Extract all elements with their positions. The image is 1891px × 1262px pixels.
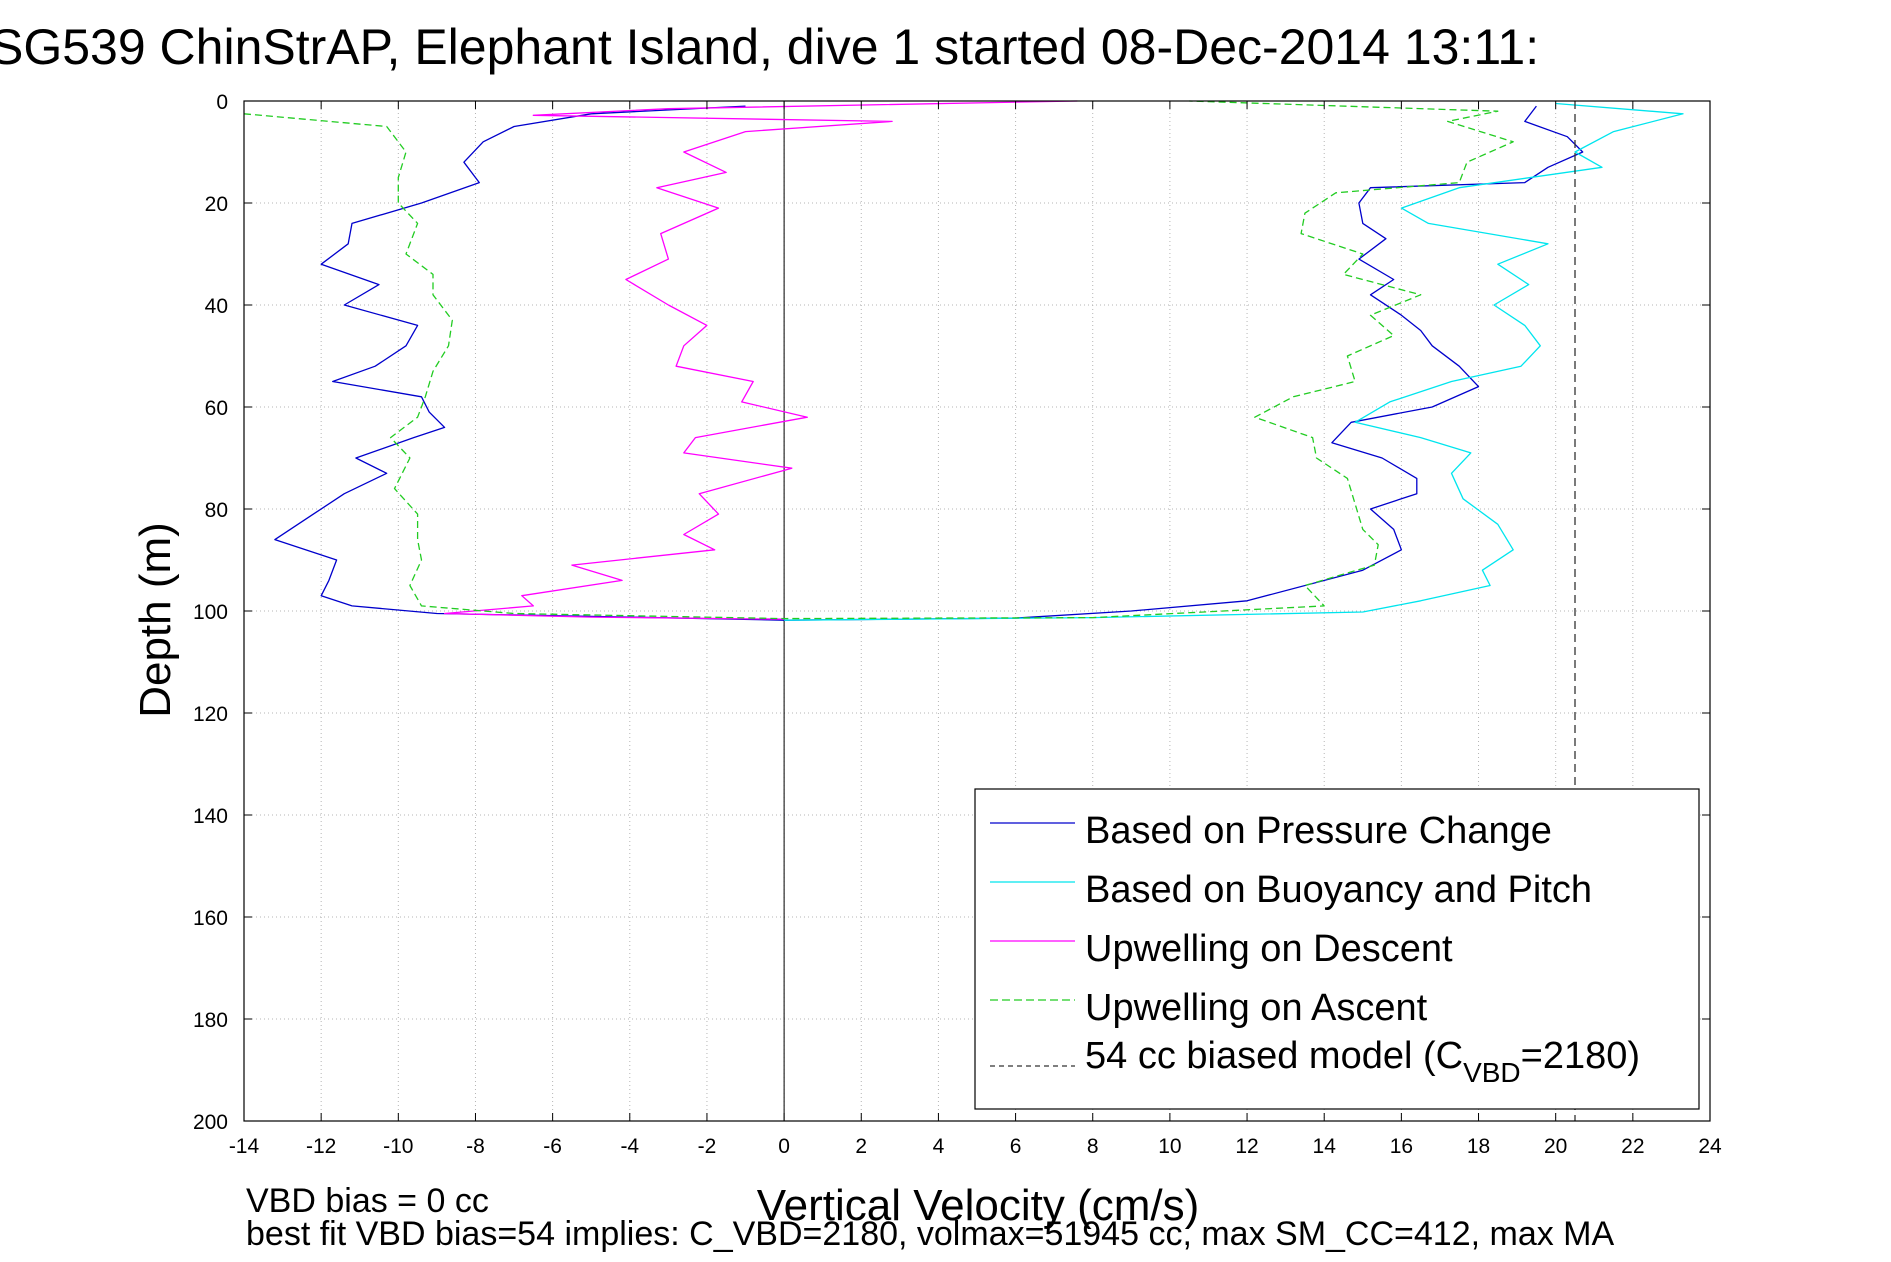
x-tick-label: -14 (229, 1135, 260, 1158)
series-group (243, 100, 1684, 1121)
legend-label-pressure: Based on Pressure Change (1085, 810, 1552, 852)
y-tick-label: 0 (216, 91, 228, 114)
x-tick-label: 24 (1698, 1135, 1722, 1158)
x-tick-label: 4 (933, 1135, 945, 1158)
series-upwelling-ascent (243, 100, 1514, 620)
x-tick-label: 16 (1390, 1135, 1413, 1158)
legend-label-model-prefix: 54 cc biased model (C (1085, 1035, 1463, 1077)
x-tick-label: -4 (620, 1135, 639, 1158)
y-tick-label: 80 (205, 499, 228, 522)
y-tick-label: 20 (205, 193, 228, 216)
x-tick-label: -2 (698, 1135, 717, 1158)
series-buoyancy-pitch (784, 102, 1684, 621)
chart-title: SG539 ChinStrAP, Elephant Island, dive 1… (0, 19, 1539, 75)
x-tick-label: 6 (1010, 1135, 1022, 1158)
legend-box (974, 788, 1700, 1110)
x-axis-label: Vertical Velocity (cm/s) (757, 1181, 1200, 1230)
y-tick-label: 100 (193, 601, 228, 624)
x-tick-label: 18 (1467, 1135, 1490, 1158)
legend-label-descent: Upwelling on Descent (1085, 928, 1453, 970)
tick-labels: -14 -12 -10 -8 -6 -4 -2 0 2 4 6 8 10 12 14 16 18 20 22 2402… (193, 91, 1722, 1158)
y-tick-label: 200 (193, 1111, 228, 1134)
footnote-best-fit: best fit VBD bias=54 implies: C_VBD=2180… (246, 1215, 1615, 1253)
x-tick-label: 10 (1158, 1135, 1181, 1158)
legend-label-model: 54 cc biased model (CVBD=2180) (1085, 1035, 1640, 1088)
y-tick-label: 60 (205, 397, 228, 420)
y-tick-label: 140 (193, 805, 228, 828)
x-tick-label: 0 (778, 1135, 790, 1158)
legend-label-ascent: Upwelling on Ascent (1085, 987, 1428, 1029)
legend: Based on Pressure Change Based on Buoyan… (974, 788, 1700, 1110)
y-tick-label: 40 (205, 295, 228, 318)
x-tick-label: 20 (1544, 1135, 1567, 1158)
y-tick-label: 120 (193, 703, 228, 726)
x-tick-label: 14 (1313, 1135, 1337, 1158)
x-tick-label: -8 (466, 1135, 485, 1158)
x-tick-label: -6 (543, 1135, 562, 1158)
x-tick-label: 2 (855, 1135, 867, 1158)
ticks (243, 100, 1711, 1122)
series-upwelling-descent (443, 100, 1078, 620)
x-tick-label: 22 (1621, 1135, 1644, 1158)
y-tick-label: 160 (193, 907, 228, 930)
x-tick-label: 12 (1235, 1135, 1258, 1158)
x-tick-label: 8 (1087, 1135, 1099, 1158)
y-tick-label: 180 (193, 1009, 228, 1032)
legend-label-model-subscript: VBD (1463, 1057, 1521, 1088)
y-axis-label: Depth (m) (131, 522, 180, 718)
legend-label-buoyancy: Based on Buoyancy and Pitch (1085, 869, 1592, 911)
footnote-vbd-bias: VBD bias = 0 cc (246, 1182, 489, 1220)
legend-label-model-suffix: =2180) (1521, 1035, 1640, 1077)
x-tick-label: -10 (383, 1135, 413, 1158)
x-tick-label: -12 (306, 1135, 336, 1158)
